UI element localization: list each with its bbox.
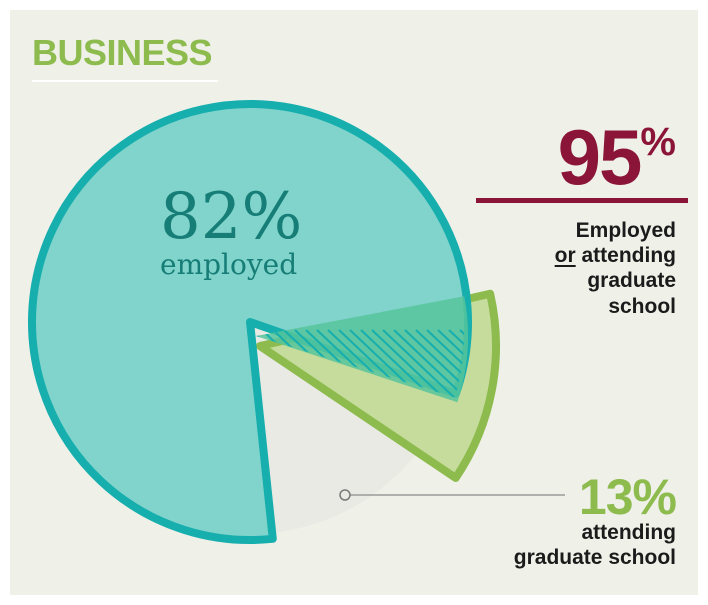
total-label-line3: graduate xyxy=(587,269,676,293)
grad-stat-value: 13% xyxy=(578,469,677,525)
total-stat-unit: % xyxy=(640,120,676,164)
total-stat-label: Employed or attending graduate school xyxy=(555,218,676,319)
total-label-or: or xyxy=(554,244,576,268)
total-label-line2: or attending xyxy=(555,243,676,268)
hatch-line xyxy=(305,329,465,398)
hatch-line xyxy=(338,329,465,398)
pie-slice-remaining xyxy=(250,322,426,533)
page-title: BUSINESS xyxy=(32,32,213,73)
hatch-line xyxy=(393,329,465,398)
pie-slice-overlap-hatch xyxy=(256,296,468,403)
pie-chart xyxy=(28,100,565,544)
total-stat: 95% xyxy=(558,118,676,196)
employed-label: 82% employed xyxy=(160,180,303,281)
hatch-line xyxy=(404,329,465,398)
hatch-line xyxy=(426,329,465,398)
pie-slice-employed xyxy=(28,100,472,544)
total-label-attending: attending xyxy=(575,244,677,268)
leader-dot xyxy=(339,489,351,501)
employed-word: employed xyxy=(160,248,298,281)
hatch-line xyxy=(382,329,465,398)
total-stat-value: 95 xyxy=(557,113,643,201)
infographic-card: BUSINESS 82% employed 95% Employed or at… xyxy=(10,10,698,595)
grad-label-line1: attending xyxy=(581,521,677,544)
total-stat-rule xyxy=(476,198,688,203)
hatch-line xyxy=(371,329,465,398)
hatch-line xyxy=(327,329,465,398)
total-label-line1: Employed xyxy=(575,219,676,242)
employed-percent: 82% xyxy=(160,180,303,254)
hatch-line xyxy=(360,329,465,398)
total-label-line4: school xyxy=(608,294,676,318)
hatch-line xyxy=(415,329,465,398)
grad-label-line2: graduate school xyxy=(513,546,676,570)
hatch-line xyxy=(349,329,465,398)
grad-stat-label: attending graduate school xyxy=(514,520,676,570)
hatch-line xyxy=(316,329,465,398)
title-divider xyxy=(32,80,218,82)
